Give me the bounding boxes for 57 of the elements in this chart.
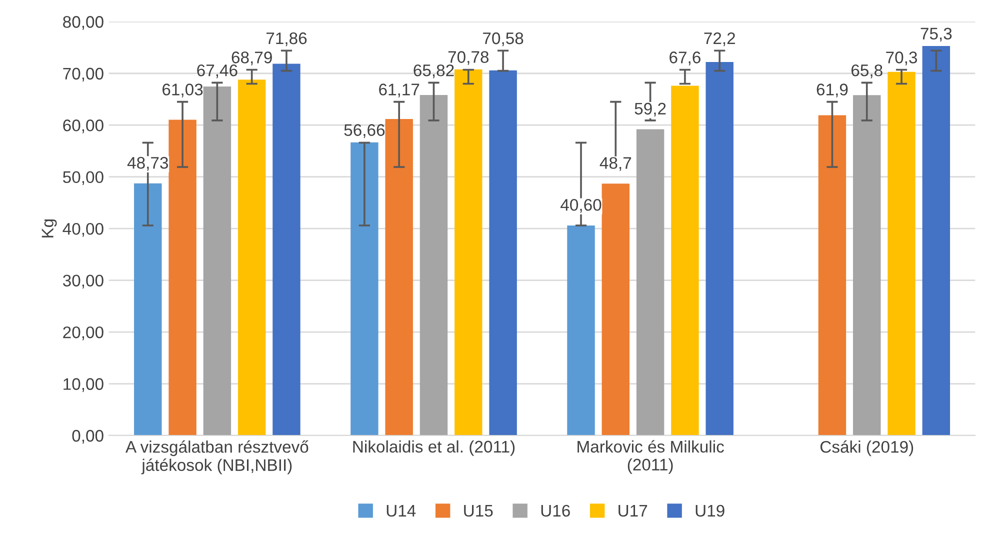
data-label: 67,6 xyxy=(670,52,700,66)
data-label: 48,7 xyxy=(600,157,632,171)
bar xyxy=(168,120,196,436)
data-label: 40,60 xyxy=(560,198,602,213)
x-tick-label: A vizsgálatban résztvevő játékosok (NBI,NBII) xyxy=(126,440,308,474)
bar xyxy=(350,142,378,436)
bar xyxy=(636,129,664,436)
bar xyxy=(671,86,699,436)
data-label: 65,8 xyxy=(852,64,882,78)
data-label: 65,82 xyxy=(414,64,454,78)
bar xyxy=(134,183,162,436)
bar xyxy=(420,95,448,436)
legend-label: U15 xyxy=(464,505,493,517)
y-tick-label: 30,00 xyxy=(62,274,104,288)
data-label: 70,78 xyxy=(448,51,489,65)
data-label: 71,86 xyxy=(266,32,307,46)
data-label: 61,9 xyxy=(816,84,848,98)
y-tick-label: 50,00 xyxy=(63,171,104,186)
data-label: 67,46 xyxy=(197,64,238,78)
bar xyxy=(489,70,517,436)
data-label: 70,3 xyxy=(886,52,918,66)
y-tick-label: 0,00 xyxy=(72,430,104,444)
bar xyxy=(853,95,881,436)
legend-label: U17 xyxy=(618,505,648,517)
data-label: 48,73 xyxy=(127,156,168,171)
data-label: 68,79 xyxy=(232,52,272,66)
y-tick-label: 80,00 xyxy=(63,16,104,30)
data-label: 61,17 xyxy=(379,84,420,98)
y-tick-label: 20,00 xyxy=(63,326,104,340)
legend-label: U19 xyxy=(696,504,724,517)
bar xyxy=(238,80,266,436)
y-tick-label: 40,00 xyxy=(62,222,104,237)
y-tick-label: 10,00 xyxy=(64,378,104,392)
bar xyxy=(922,46,950,436)
bar xyxy=(203,86,232,436)
x-tick-label: Markovic és Milkulic (2011) xyxy=(578,440,724,474)
bar xyxy=(454,69,482,436)
x-tick-label: Nikolaidis et al. (2011) xyxy=(353,440,515,456)
data-label: 59,2 xyxy=(634,102,666,117)
bar xyxy=(888,72,916,436)
data-label: 61,03 xyxy=(162,84,203,98)
data-label: 75,3 xyxy=(920,28,952,42)
y-tick-label: 60,00 xyxy=(63,120,104,134)
bar xyxy=(272,64,300,436)
bar xyxy=(567,225,595,436)
bar xyxy=(602,184,630,436)
data-label: 56,66 xyxy=(344,124,385,138)
legend-label: U14 xyxy=(386,505,416,517)
data-label: 70,58 xyxy=(483,32,524,46)
bar xyxy=(385,119,413,436)
bar xyxy=(818,115,846,436)
y-tick-label: 70,00 xyxy=(63,68,104,82)
legend-label: U16 xyxy=(541,504,570,517)
x-tick-label: Csáki (2019) xyxy=(820,440,914,456)
data-label: 72,2 xyxy=(704,32,735,46)
y-axis-title: Kg xyxy=(42,219,57,238)
bar xyxy=(706,62,734,436)
